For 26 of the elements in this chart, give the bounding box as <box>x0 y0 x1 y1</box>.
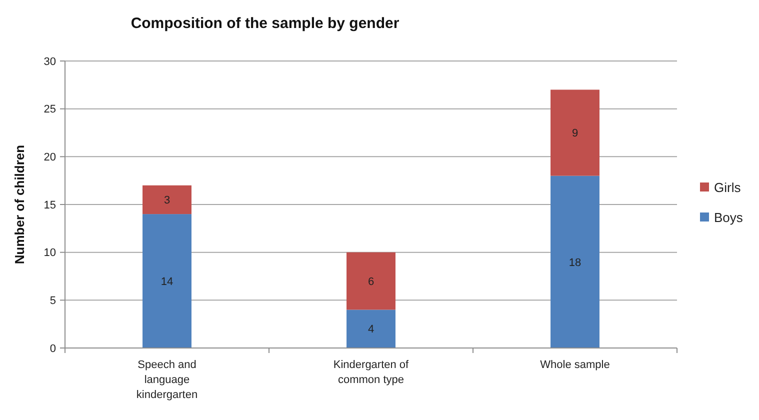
data-label: 14 <box>160 276 174 288</box>
x-tick-label: Whole sample <box>540 359 610 371</box>
chart-title: Composition of the sample by gender <box>130 15 400 32</box>
y-axis-title: Number of children <box>12 144 27 264</box>
y-tick-label: 10 <box>44 247 56 260</box>
y-tick-label: 20 <box>44 152 56 164</box>
bar <box>550 90 600 176</box>
y-tick-label: 5 <box>50 295 56 308</box>
y-tick-label: 0 <box>50 342 56 355</box>
data-label: 6 <box>368 276 374 288</box>
data-label: 4 <box>368 324 374 336</box>
bar <box>346 310 396 348</box>
legend-label: Girls <box>714 180 742 196</box>
bar <box>346 252 396 310</box>
bar <box>142 185 192 214</box>
y-tick-label: 15 <box>44 199 56 212</box>
bar <box>142 214 192 348</box>
data-label: 18 <box>568 256 582 269</box>
x-tick-label: Kindergarten of common type <box>333 359 410 386</box>
y-tick-label: 30 <box>44 56 56 68</box>
data-label: 3 <box>164 194 170 207</box>
x-tick-label: Speech and language kindergarten <box>136 359 198 401</box>
bar <box>550 176 600 348</box>
y-tick-label: 25 <box>44 104 56 116</box>
legend-label: Boys <box>714 210 744 226</box>
data-label: 9 <box>572 128 578 140</box>
